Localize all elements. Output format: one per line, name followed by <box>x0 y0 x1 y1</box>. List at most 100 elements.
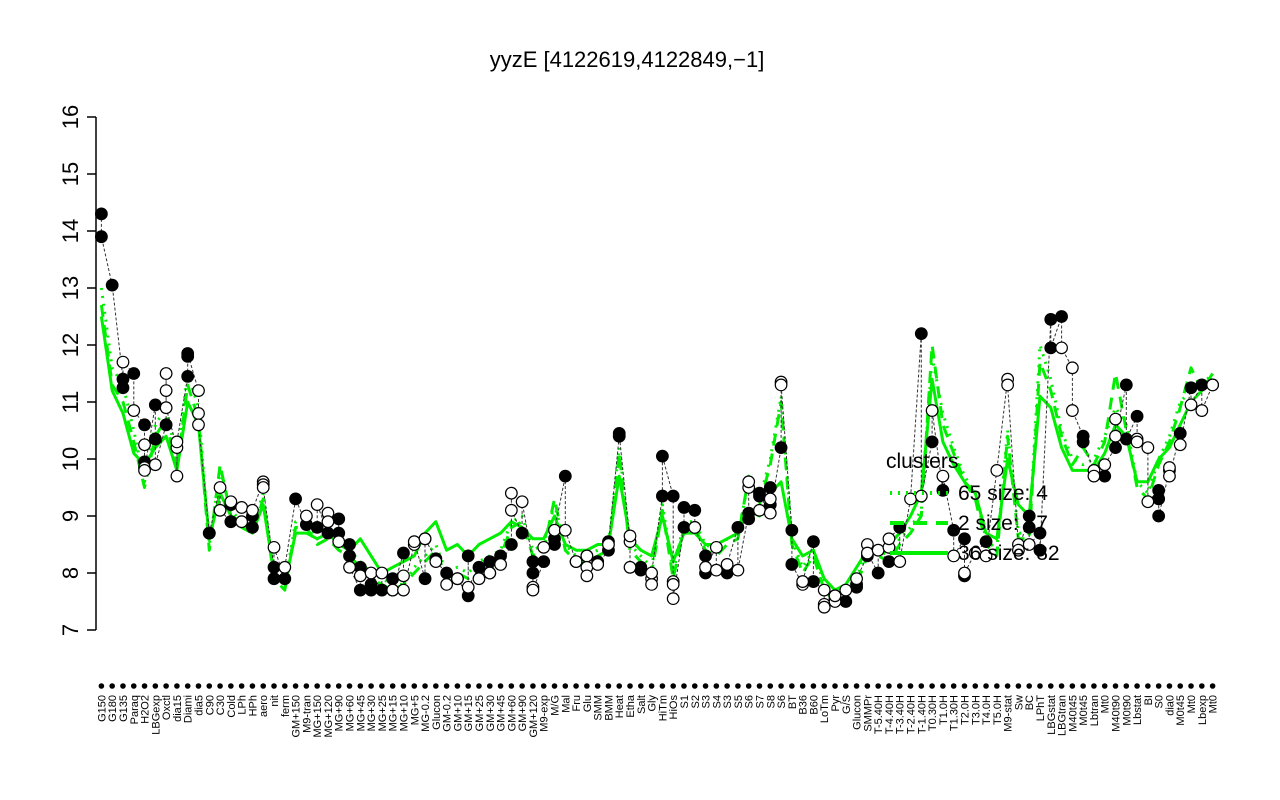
data-point-filled <box>267 560 281 574</box>
data-point-filled <box>753 489 766 503</box>
data-point-filled <box>332 512 346 526</box>
data-point-filled <box>1076 435 1090 449</box>
data-point-open <box>817 600 831 614</box>
x-tick-mark <box>389 683 396 689</box>
data-point-filled <box>1044 341 1058 355</box>
data-point-open <box>1098 458 1112 472</box>
data-point-open <box>407 535 421 549</box>
x-tick-label: nit <box>269 695 281 707</box>
data-point-open <box>871 543 885 557</box>
x-tick-mark <box>486 683 493 689</box>
data-point-open <box>591 558 605 571</box>
x-tick-label: GM+25 <box>474 695 486 731</box>
data-point-filled <box>1119 432 1133 446</box>
x-tick-mark <box>1069 683 1076 689</box>
data-point-open <box>623 529 637 543</box>
y-tick-label: 16 <box>58 105 83 129</box>
x-tick-label: MG+30 <box>366 695 378 731</box>
x-tick-label: B60 <box>808 695 820 715</box>
x-tick-label: Mt0 <box>1186 695 1198 713</box>
data-point-open <box>364 566 378 580</box>
x-tick-label: T5.0H <box>992 695 1004 725</box>
data-point-open <box>979 549 993 563</box>
x-tick-label: LoTm <box>819 695 831 723</box>
data-point-open <box>839 583 853 597</box>
x-tick-label: T0.30H <box>927 695 939 731</box>
data-point-open <box>192 418 205 432</box>
data-point-filled <box>267 572 281 586</box>
x-tick-label: T-4.40H <box>884 695 896 734</box>
data-point-open <box>817 583 831 597</box>
x-tick-mark <box>1112 683 1119 689</box>
x-tick-mark <box>433 683 439 689</box>
data-point-open <box>947 549 961 563</box>
x-tick-label: M40t45 <box>1067 695 1079 732</box>
data-point-filled <box>472 560 486 574</box>
data-point-open <box>1065 404 1079 417</box>
x-tick-mark <box>702 683 709 689</box>
x-tick-mark <box>584 683 590 689</box>
data-point-filled <box>483 555 497 568</box>
x-tick-mark <box>1145 683 1151 689</box>
x-tick-label: Lbtran <box>1089 695 1101 726</box>
x-tick-label: C90 <box>204 695 216 715</box>
data-point-open <box>494 558 507 571</box>
legend-entry-1: 65 size: 4 <box>958 482 1048 505</box>
data-point-filled <box>537 555 551 568</box>
x-tick-label: Cold <box>226 695 238 718</box>
data-point-open <box>343 560 356 574</box>
data-point-open <box>580 549 594 563</box>
data-point-open <box>1184 398 1198 412</box>
data-points <box>94 207 1220 614</box>
data-point-open <box>159 384 173 398</box>
data-point-open <box>1022 538 1036 551</box>
x-tick-mark <box>907 683 914 689</box>
x-tick-mark <box>950 683 957 689</box>
x-tick-mark <box>1199 683 1205 689</box>
y-tick-label: 9 <box>58 510 83 522</box>
data-point-filled <box>914 327 928 341</box>
data-point-filled <box>278 572 292 586</box>
data-point-filled <box>246 521 259 534</box>
x-tick-label: Heat <box>614 695 626 718</box>
data-point-filled <box>958 532 971 546</box>
x-tick-mark <box>1026 683 1033 689</box>
x-tick-label: GM+30 <box>485 695 497 731</box>
x-tick-mark <box>832 683 838 689</box>
data-point-open <box>159 367 173 380</box>
data-point-open <box>1109 412 1122 426</box>
x-tick-label: SMM <box>593 695 605 721</box>
x-tick-label: MG+15 <box>388 695 400 731</box>
x-tick-label: Lbstat <box>1132 695 1144 725</box>
data-point-open <box>116 355 130 369</box>
data-point-filled <box>1109 441 1122 455</box>
x-tick-mark <box>1004 683 1011 689</box>
data-point-filled <box>1173 426 1187 440</box>
data-point-filled <box>1022 521 1036 534</box>
x-tick-mark <box>767 683 774 689</box>
data-point-filled <box>548 538 561 551</box>
data-point-open <box>418 532 432 546</box>
x-tick-label: ferm <box>280 695 292 717</box>
x-tick-mark <box>540 683 547 689</box>
x-tick-mark <box>508 683 515 689</box>
x-tick-mark <box>875 683 881 689</box>
data-point-filled <box>774 441 788 455</box>
data-point-filled <box>386 572 400 586</box>
x-tick-label: LBGexp <box>150 695 162 735</box>
x-tick-label: MG+45 <box>355 695 367 731</box>
data-point-open <box>623 560 637 574</box>
x-tick-label: LPhT <box>1035 695 1047 722</box>
x-tick-label: Etha <box>625 694 637 718</box>
data-point-filled <box>1152 492 1166 506</box>
data-point-filled <box>1055 310 1068 323</box>
data-point-filled <box>127 367 141 380</box>
data-point-filled <box>634 563 648 577</box>
x-tick-label: T3.0H <box>970 695 982 725</box>
data-point-filled <box>138 418 151 432</box>
x-tick-label: Mal <box>560 695 572 713</box>
x-tick-mark <box>551 683 558 689</box>
data-point-filled <box>105 278 119 292</box>
data-point-filled <box>807 575 820 588</box>
